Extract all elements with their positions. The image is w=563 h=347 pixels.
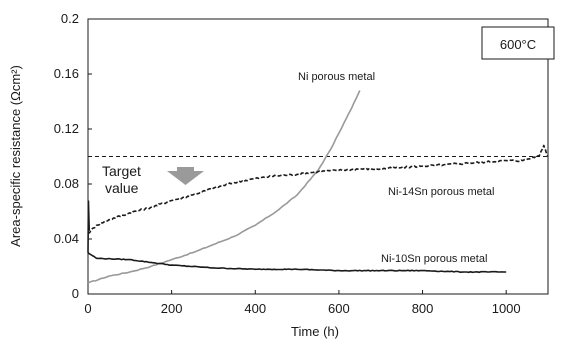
x-tick-label: 200 — [161, 301, 183, 316]
target-label-line1: Target — [102, 163, 141, 179]
temperature-label: 600°C — [500, 37, 536, 52]
y-tick-label: 0 — [72, 286, 79, 301]
y-tick-label: 0.08 — [54, 176, 79, 191]
target-arrow — [167, 167, 204, 185]
x-tick-label: 600 — [328, 301, 350, 316]
series-label-ni-10sn: Ni-10Sn porous metal — [381, 253, 487, 265]
series-line-ni-10sn — [87, 252, 507, 274]
x-axis-title: Time (h) — [291, 324, 339, 339]
series-layer — [87, 90, 549, 284]
x-tick-label: 400 — [244, 301, 266, 316]
series-spike-ni-10sn — [87, 200, 91, 253]
y-tick-label: 0.12 — [54, 121, 79, 136]
temperature-box — [481, 26, 555, 60]
tick-label-layer: 0 0.04 0.08 0.12 0.16 0.2 0 200 400 600 800 1000 — [54, 11, 521, 316]
y-tick-label: 0.04 — [54, 231, 79, 246]
series-line-ni — [87, 90, 361, 284]
y-tick-label: 0.2 — [61, 11, 79, 26]
x-tick-label: 0 — [84, 301, 91, 316]
x-tick-label: 800 — [412, 301, 434, 316]
series-label-ni-14sn: Ni-14Sn porous metal — [388, 186, 494, 198]
y-tick-label: 0.16 — [54, 66, 79, 81]
series-line-ni-14sn — [87, 144, 549, 235]
y-axis-title: Area-specific resistance (Ωcm²) — [8, 65, 23, 247]
target-label-line2: value — [105, 180, 139, 196]
annotation-layer: Ni porous metal Ni-14Sn porous metal Ni-… — [102, 26, 555, 265]
series-label-ni: Ni porous metal — [298, 71, 375, 83]
x-tick-label: 1000 — [492, 301, 521, 316]
